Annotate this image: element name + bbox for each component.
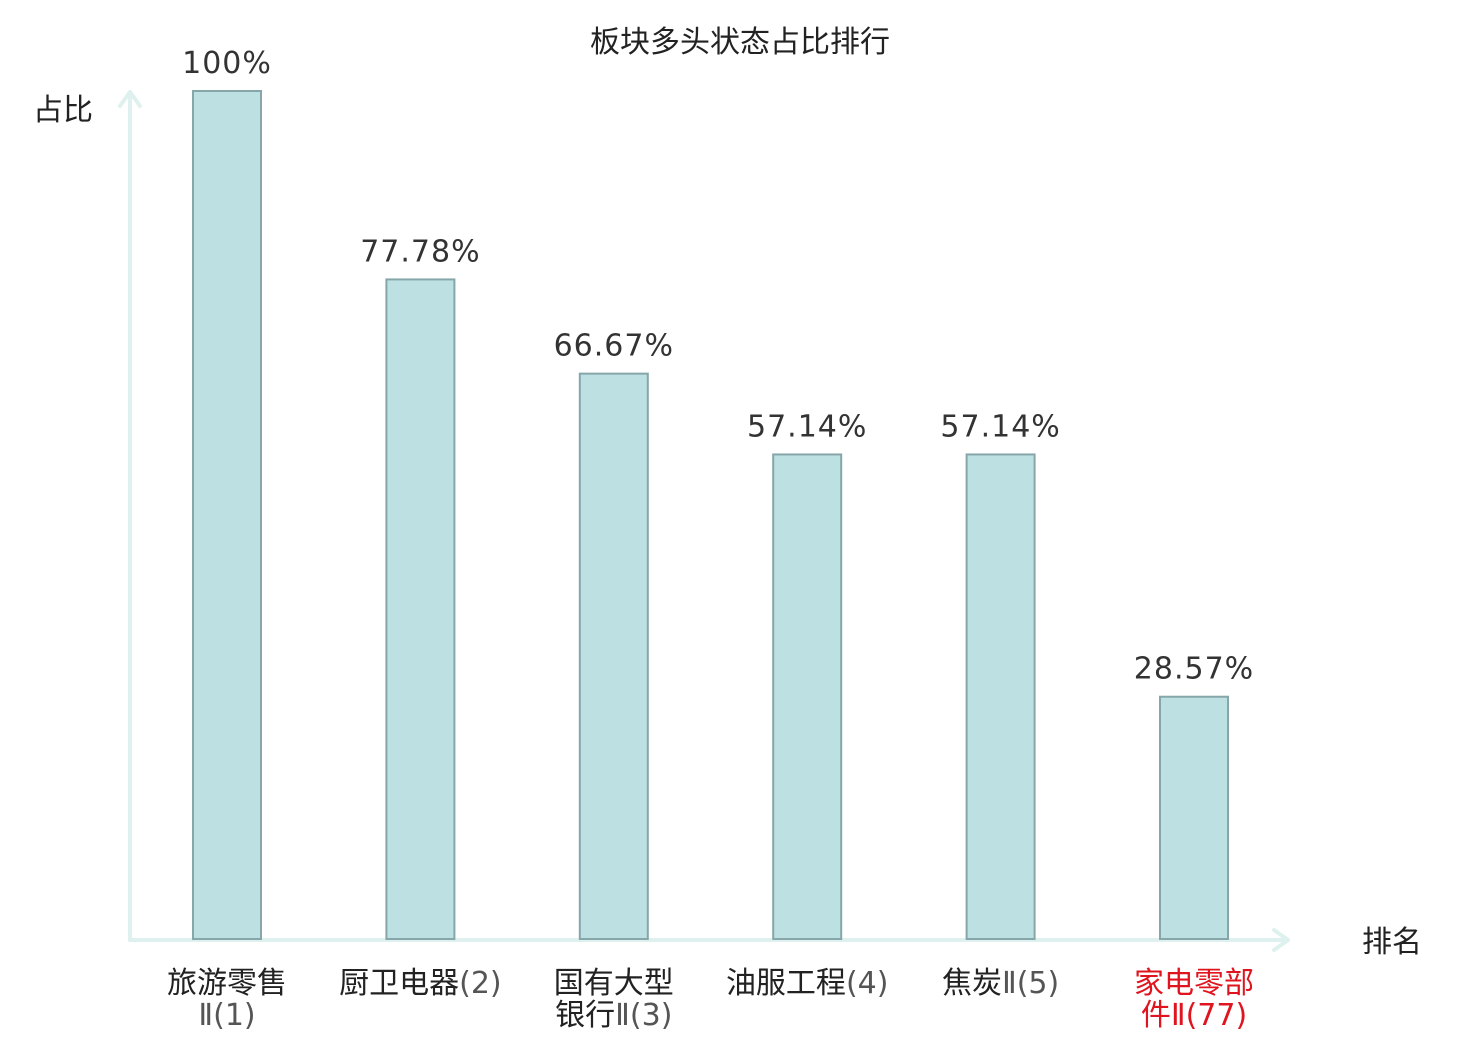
x-tick-label-text: 家电零部 <box>1134 966 1254 1001</box>
value-labels: 100% 77.78% 66.67% 57.14% 57.14% 28.57% <box>182 46 1254 687</box>
x-tick-label-text: 件 <box>1141 998 1171 1033</box>
x-tick-label: 银行Ⅱ(3) <box>555 998 672 1033</box>
x-tick-label: 油服工程(4) <box>726 966 889 1001</box>
x-tick-label: Ⅱ(1) <box>198 998 255 1033</box>
bar <box>385 278 456 940</box>
x-tick-label-text: 油服工程 <box>726 966 846 1001</box>
x-tick-label-text: 旅游零售 <box>167 966 287 1001</box>
x-tick-label-text: 厨卫电器 <box>339 966 459 1001</box>
x-tick-label-rank: Ⅱ(77) <box>1171 998 1247 1033</box>
data-label: 77.78% <box>360 234 480 269</box>
x-tick-label: 国有大型 <box>554 966 674 1001</box>
x-tick-label: 焦炭Ⅱ(5) <box>942 966 1059 1001</box>
x-tick-label: 家电零部 <box>1134 966 1254 1001</box>
chart-title: 板块多头状态占比排行 <box>590 25 890 60</box>
x-tick-label-rank: Ⅱ(3) <box>615 998 672 1033</box>
x-tick-label-text: 银行 <box>555 998 615 1033</box>
data-label: 28.57% <box>1134 652 1254 687</box>
bar <box>772 453 843 940</box>
x-tick-label: 旅游零售 <box>167 966 287 1001</box>
x-axis <box>128 928 1290 952</box>
x-tick-label-rank: Ⅱ(5) <box>1002 966 1059 1001</box>
bar <box>1159 695 1229 940</box>
x-tick-label-rank: (2) <box>459 966 502 1001</box>
y-axis <box>118 90 142 942</box>
x-tick-label-text: 国有大型 <box>554 966 674 1001</box>
data-label: 66.67% <box>554 329 674 364</box>
x-tick-label-rank: Ⅱ(1) <box>198 998 255 1033</box>
data-label: 100% <box>182 46 272 81</box>
bar <box>192 90 262 940</box>
bar <box>965 453 1036 940</box>
data-label: 57.14% <box>940 409 1060 444</box>
x-tick-label-text: 焦炭 <box>942 966 1002 1001</box>
x-axis-label: 排名 <box>1362 925 1422 960</box>
bar-series <box>192 90 1229 940</box>
bar <box>578 372 649 940</box>
x-tick-label: 厨卫电器(2) <box>339 966 502 1001</box>
data-label: 57.14% <box>747 409 867 444</box>
x-tick-label-rank: (4) <box>846 966 889 1001</box>
y-axis-label: 占比 <box>33 93 93 128</box>
x-tick-label: 件Ⅱ(77) <box>1141 998 1247 1033</box>
